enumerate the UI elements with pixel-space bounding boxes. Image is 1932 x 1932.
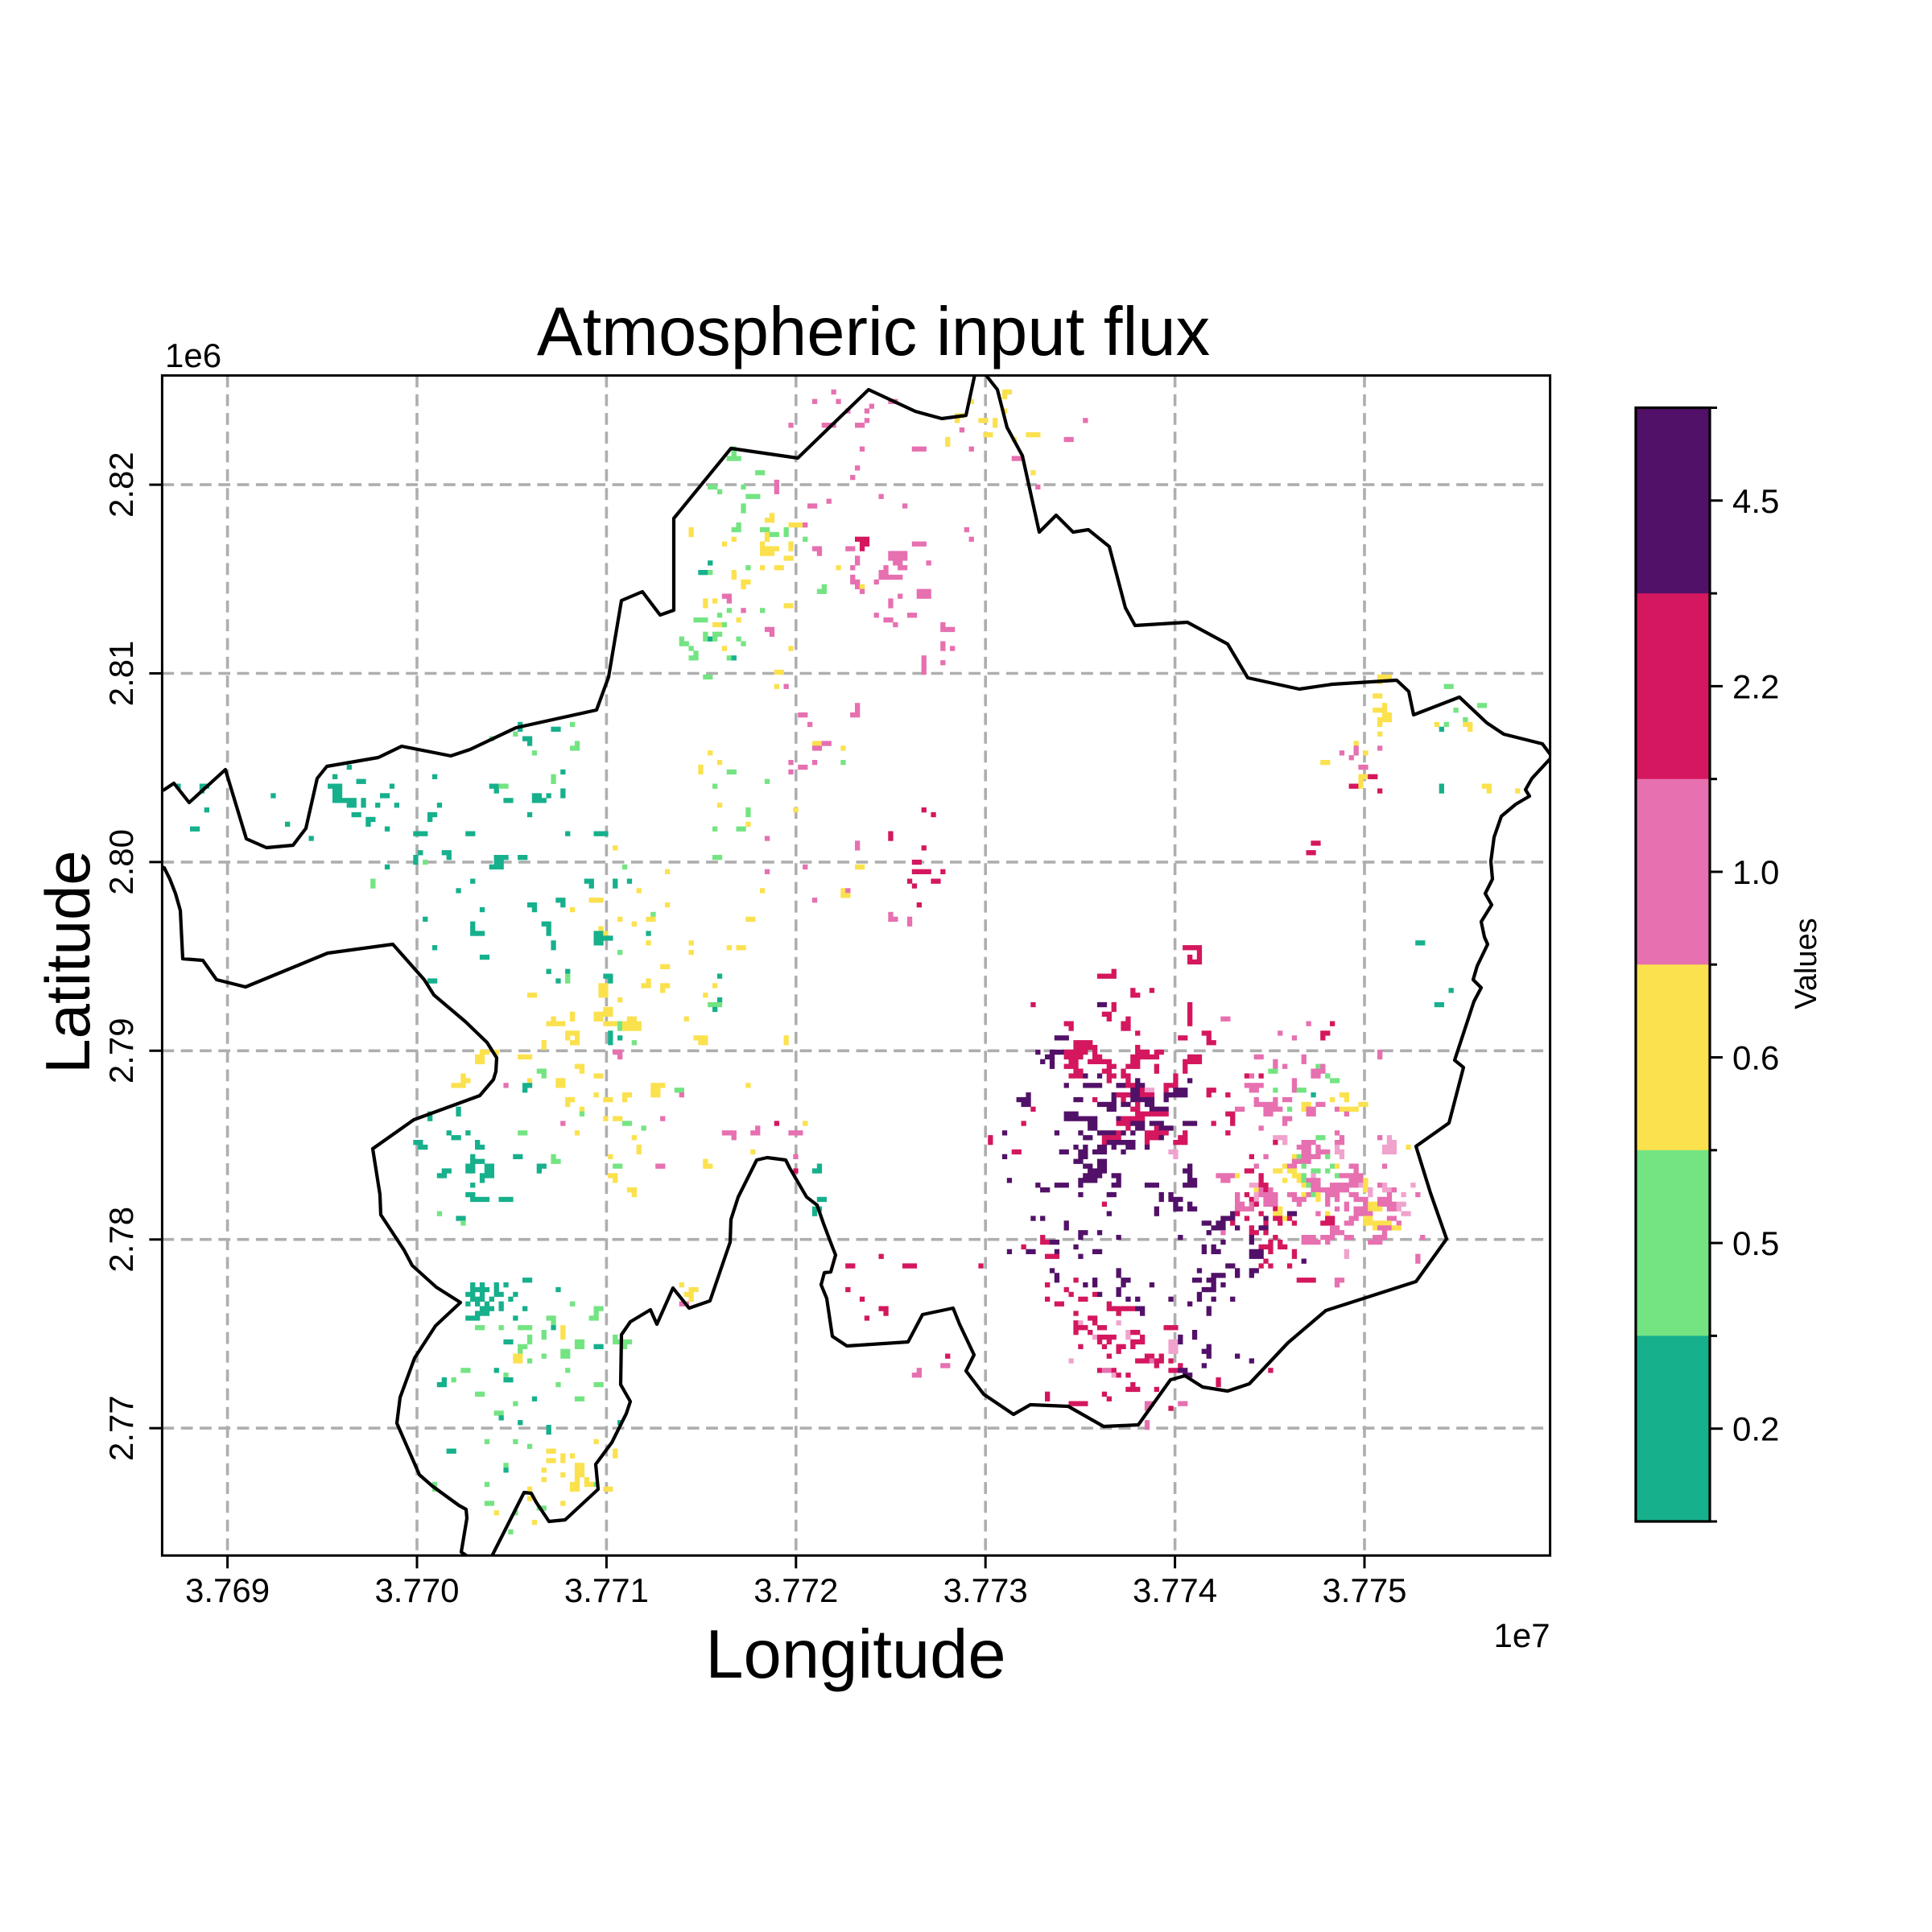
svg-text:2.82: 2.82 (102, 452, 140, 518)
svg-text:2.80: 2.80 (102, 829, 140, 895)
svg-text:3.769: 3.769 (185, 1571, 270, 1609)
svg-text:4.5: 4.5 (1732, 482, 1779, 520)
svg-text:2.81: 2.81 (102, 641, 140, 707)
svg-text:3.771: 3.771 (564, 1571, 649, 1609)
svg-text:3.773: 3.773 (943, 1571, 1028, 1609)
svg-text:Values: Values (1790, 918, 1823, 1009)
svg-text:2.77: 2.77 (102, 1395, 140, 1461)
svg-text:2.78: 2.78 (102, 1207, 140, 1273)
svg-text:1e6: 1e6 (165, 336, 221, 374)
svg-text:2.79: 2.79 (102, 1018, 140, 1084)
svg-text:2.2: 2.2 (1732, 667, 1779, 705)
svg-text:3.774: 3.774 (1133, 1571, 1217, 1609)
svg-text:Latitude: Latitude (32, 850, 103, 1074)
svg-text:3.770: 3.770 (374, 1571, 459, 1609)
svg-text:3.772: 3.772 (753, 1571, 838, 1609)
svg-text:1.0: 1.0 (1732, 853, 1779, 891)
svg-text:0.6: 0.6 (1732, 1039, 1779, 1077)
svg-text:Atmospheric input flux: Atmospheric input flux (537, 294, 1210, 370)
svg-text:3.775: 3.775 (1322, 1571, 1406, 1609)
svg-text:0.5: 0.5 (1732, 1224, 1779, 1262)
svg-text:0.2: 0.2 (1732, 1410, 1779, 1448)
svg-text:1e7: 1e7 (1494, 1616, 1550, 1654)
svg-text:Longitude: Longitude (705, 1616, 1005, 1693)
